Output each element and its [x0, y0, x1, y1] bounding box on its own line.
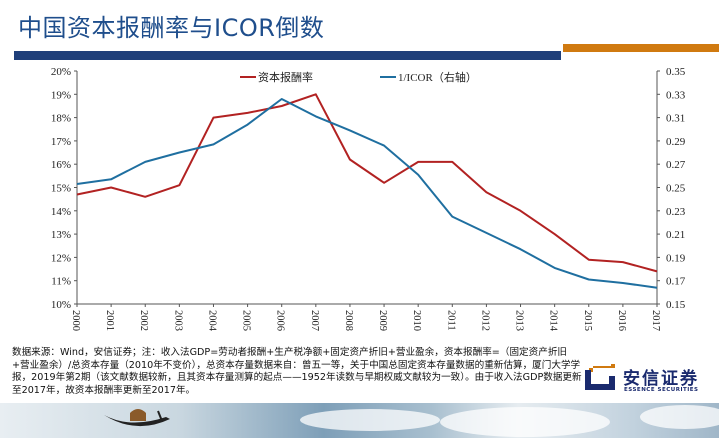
legend-label: 资本报酬率 — [258, 70, 313, 84]
logo-name-cn: 安信证券 — [623, 369, 699, 389]
right-axis-tick: 0.31 — [666, 113, 685, 125]
essence-securities-logo: 安信证券 ESSENCE SECURITIES — [583, 359, 719, 399]
page-title: 中国资本报酬率与ICOR倒数 — [18, 14, 325, 42]
x-axis-tick: 2004 — [206, 310, 217, 332]
series-line — [76, 93, 658, 273]
chart-axes: 10% 11% 12% 13% 14% 15% 16% 17% 18% 19% 20% 0.15 0.1… — [51, 66, 686, 332]
decorative-banner — [0, 403, 719, 438]
left-axis-tick: 15% — [51, 183, 71, 195]
x-axis-tick: 2002 — [138, 310, 149, 331]
line-chart: 10% 11% 12% 13% 14% 15% 16% 17% 18% 19% 20% 0.15 0.1… — [0, 60, 719, 345]
right-axis-tick: 0.17 — [666, 276, 686, 288]
left-axis-tick: 18% — [51, 113, 71, 125]
left-axis-tick: 10% — [51, 299, 71, 311]
x-axis-tick: 2015 — [582, 310, 593, 331]
left-axis-tick: 11% — [51, 276, 71, 288]
right-axis-tick: 0.27 — [666, 159, 686, 171]
right-axis-tick: 0.19 — [666, 252, 686, 264]
right-axis-tick: 0.29 — [666, 136, 686, 148]
x-axis-tick: 2013 — [514, 310, 525, 331]
x-axis-tick: 2010 — [411, 310, 422, 331]
x-axis-tick: 2000 — [70, 310, 81, 331]
x-axis-tick: 2012 — [479, 310, 490, 331]
left-axis-tick: 17% — [51, 136, 71, 148]
x-axis-tick: 2006 — [275, 310, 286, 331]
header-divider-blue — [14, 51, 561, 60]
x-axis-tick: 2007 — [309, 310, 320, 331]
x-axis-tick: 2001 — [104, 310, 115, 331]
chart-series — [76, 93, 658, 289]
x-axis-tick: 2008 — [343, 310, 354, 331]
x-axis-tick: 2003 — [172, 310, 183, 331]
right-axis-tick: 0.35 — [666, 66, 686, 78]
left-axis-tick: 14% — [51, 206, 71, 218]
left-axis-tick: 19% — [51, 89, 71, 101]
logo-name-en: ESSENCE SECURITIES — [624, 387, 699, 393]
x-axis-tick: 2016 — [616, 310, 627, 331]
right-axis-tick: 0.23 — [666, 206, 686, 218]
right-axis-tick: 0.21 — [666, 229, 685, 241]
left-axis-tick: 20% — [51, 66, 71, 78]
right-axis-tick: 0.15 — [666, 299, 686, 311]
left-axis-tick: 16% — [51, 159, 71, 171]
series-line — [76, 98, 658, 289]
header-divider-orange — [563, 44, 719, 52]
boat-icon — [104, 409, 170, 427]
chart-legend: 资本报酬率 1/ICOR（右轴） — [240, 70, 477, 84]
right-axis-tick: 0.33 — [666, 89, 686, 101]
left-axis-tick: 13% — [51, 229, 71, 241]
x-axis-tick: 2017 — [650, 310, 661, 331]
right-axis-tick: 0.25 — [666, 183, 686, 195]
logo-mark-icon — [585, 364, 615, 390]
x-axis-tick: 2005 — [241, 310, 252, 331]
left-axis-tick: 12% — [51, 252, 71, 264]
x-axis-tick: 2014 — [548, 310, 559, 332]
x-axis-tick: 2009 — [377, 310, 388, 331]
source-note: 数据来源：Wind，安信证券；注：收入法GDP=劳动者报酬+生产税净额+固定资产… — [12, 347, 582, 396]
legend-label: 1/ICOR（右轴） — [398, 70, 477, 84]
x-axis-tick: 2011 — [445, 310, 456, 331]
